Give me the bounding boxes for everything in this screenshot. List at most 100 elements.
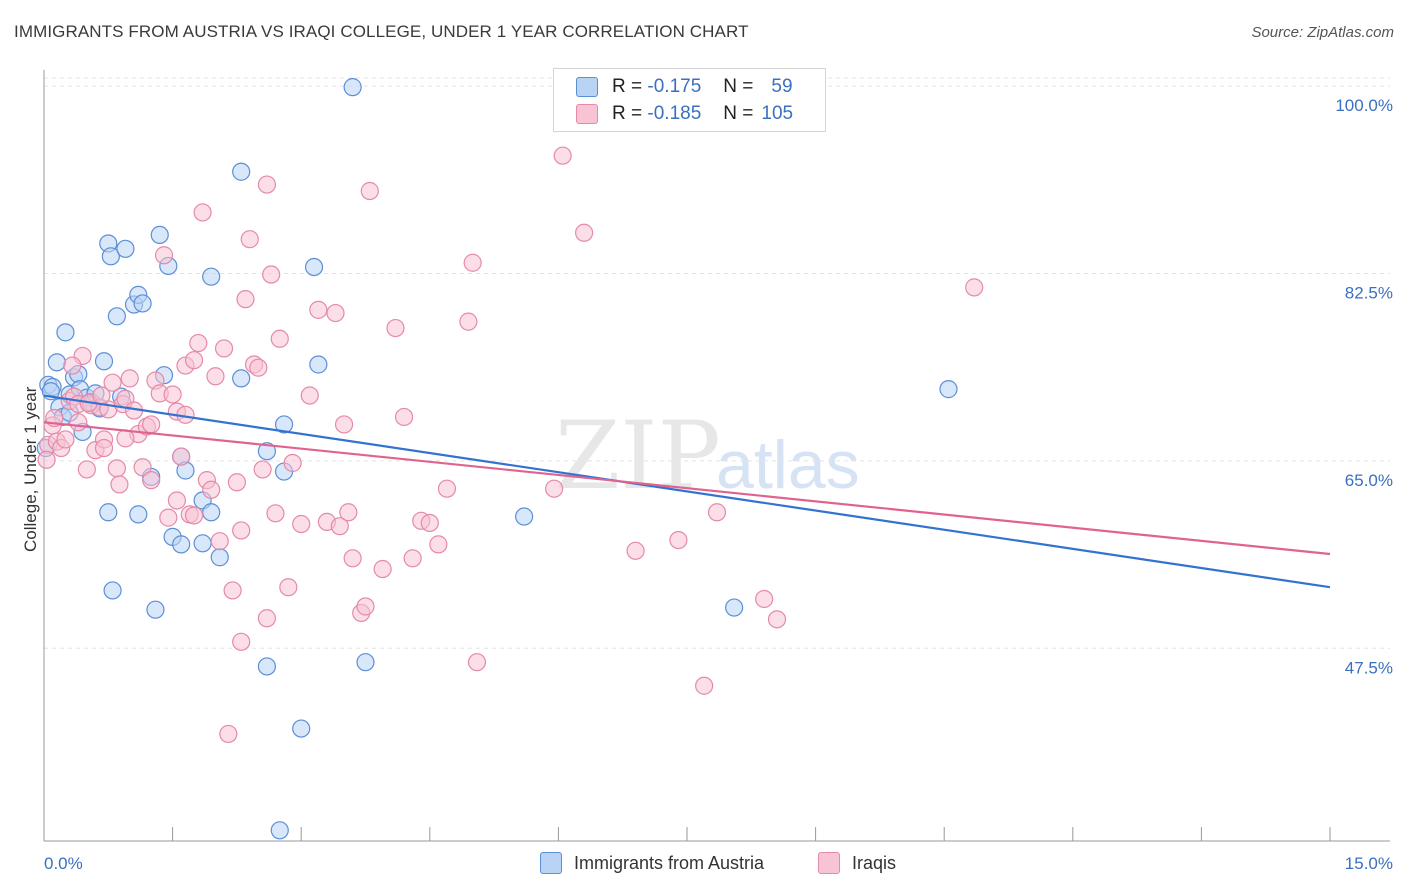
data-point-blue bbox=[101, 247, 120, 266]
data-point-pink bbox=[63, 356, 82, 375]
data-point-pink bbox=[420, 513, 439, 533]
data-point-blue bbox=[202, 503, 221, 522]
series-legend: Immigrants from Austria Iraqis bbox=[0, 852, 1406, 878]
legend-n-value: 105 bbox=[761, 103, 794, 124]
data-point-pink bbox=[236, 290, 255, 309]
y-axis-label: College, Under 1 year bbox=[21, 386, 40, 552]
series-legend-iraqis: Iraqis bbox=[818, 852, 896, 874]
data-point-pink bbox=[94, 438, 114, 458]
data-point-pink bbox=[326, 303, 345, 323]
data-point-pink bbox=[116, 429, 135, 448]
data-point-blue bbox=[94, 352, 114, 371]
data-point-blue bbox=[116, 239, 135, 258]
data-point-blue bbox=[356, 653, 375, 672]
data-point-pink bbox=[120, 369, 139, 388]
data-point-pink bbox=[309, 300, 328, 319]
y-tick-label: 82.5% bbox=[1345, 283, 1393, 302]
y-tick-label: 100.0% bbox=[1335, 96, 1393, 115]
data-point-pink bbox=[279, 578, 298, 597]
data-point-pink bbox=[163, 385, 182, 404]
data-point-pink bbox=[249, 358, 268, 377]
data-point-pink bbox=[172, 447, 191, 466]
stats-legend: R = -0.175 N = 59 R = -0.185 N = 105 bbox=[553, 68, 826, 132]
data-point-pink bbox=[154, 246, 174, 265]
data-point-pink bbox=[270, 329, 289, 348]
trend-line-pink bbox=[43, 421, 1331, 556]
legend-n-value: 59 bbox=[771, 76, 793, 97]
data-point-blue bbox=[146, 600, 165, 619]
data-point-pink bbox=[334, 415, 354, 434]
legend-r-value: -0.175 bbox=[647, 76, 702, 97]
series-legend-austria: Immigrants from Austria bbox=[540, 852, 764, 874]
data-point-pink bbox=[202, 480, 221, 499]
data-point-pink bbox=[206, 367, 225, 386]
legend-r-label: R = bbox=[612, 103, 643, 124]
data-point-pink bbox=[142, 415, 161, 434]
data-point-pink bbox=[77, 460, 96, 479]
data-point-pink bbox=[965, 278, 984, 297]
data-point-pink bbox=[223, 581, 242, 600]
legend-n-label: N = bbox=[723, 76, 754, 97]
data-point-blue bbox=[193, 534, 212, 553]
data-point-blue bbox=[99, 503, 118, 522]
series-swatch-pink bbox=[818, 852, 840, 874]
data-point-blue bbox=[232, 369, 251, 388]
data-point-pink bbox=[193, 203, 212, 222]
data-point-blue bbox=[304, 257, 324, 277]
data-point-pink bbox=[300, 386, 319, 405]
legend-n-label: N = bbox=[723, 103, 754, 124]
data-point-blue bbox=[129, 505, 148, 524]
data-point-pink bbox=[103, 373, 122, 392]
series-legend-label: Iraqis bbox=[852, 852, 897, 873]
data-point-pink bbox=[257, 175, 277, 194]
data-point-pink bbox=[403, 549, 422, 568]
data-point-blue bbox=[725, 598, 744, 617]
watermark-zip: ZIP bbox=[555, 402, 721, 511]
legend-r-label: R = bbox=[612, 76, 643, 97]
data-point-pink bbox=[669, 530, 688, 550]
data-point-pink bbox=[210, 532, 229, 551]
data-point-blue bbox=[150, 225, 169, 245]
data-point-pink bbox=[214, 339, 234, 358]
data-point-blue bbox=[292, 719, 311, 738]
data-point-pink bbox=[37, 450, 56, 469]
data-point-blue bbox=[232, 162, 251, 181]
data-point-blue bbox=[133, 294, 152, 313]
data-point-pink bbox=[142, 471, 161, 490]
data-point-pink bbox=[92, 386, 111, 405]
data-point-pink bbox=[110, 475, 129, 494]
watermark-atlas: atlas bbox=[716, 427, 860, 503]
data-point-pink bbox=[253, 460, 272, 479]
data-point-pink bbox=[133, 458, 152, 477]
x-tick-label: 0.0% bbox=[44, 854, 83, 873]
data-point-blue bbox=[103, 581, 122, 600]
data-point-pink bbox=[575, 223, 594, 242]
data-point-blue bbox=[202, 267, 221, 286]
data-point-pink bbox=[545, 479, 564, 498]
data-point-blue bbox=[257, 442, 277, 461]
data-point-blue bbox=[172, 535, 191, 554]
data-point-pink bbox=[360, 181, 379, 201]
data-point-pink bbox=[189, 333, 208, 353]
data-point-pink bbox=[292, 514, 311, 534]
y-tick-label: 47.5% bbox=[1345, 658, 1393, 677]
data-point-pink bbox=[184, 506, 204, 525]
data-point-pink bbox=[266, 504, 285, 523]
legend-row-iraqis: R = -0.185 N = 105 bbox=[576, 102, 793, 126]
data-point-pink bbox=[386, 318, 405, 338]
data-point-pink bbox=[159, 508, 178, 527]
data-point-pink bbox=[459, 312, 478, 331]
x-tick-label: 15.0% bbox=[1345, 854, 1393, 873]
data-point-blue bbox=[309, 355, 328, 374]
chart-title: IMMIGRANTS FROM AUSTRIA VS IRAQI COLLEGE… bbox=[14, 22, 749, 41]
data-point-blue bbox=[56, 323, 75, 342]
data-point-pink bbox=[283, 453, 302, 473]
data-point-pink bbox=[767, 610, 787, 629]
data-point-pink bbox=[232, 521, 251, 540]
data-point-blue bbox=[107, 307, 126, 326]
data-points bbox=[36, 78, 984, 840]
legend-r-value: -0.185 bbox=[647, 103, 702, 124]
legend-swatch-pink bbox=[576, 104, 598, 124]
data-point-pink bbox=[227, 473, 246, 492]
